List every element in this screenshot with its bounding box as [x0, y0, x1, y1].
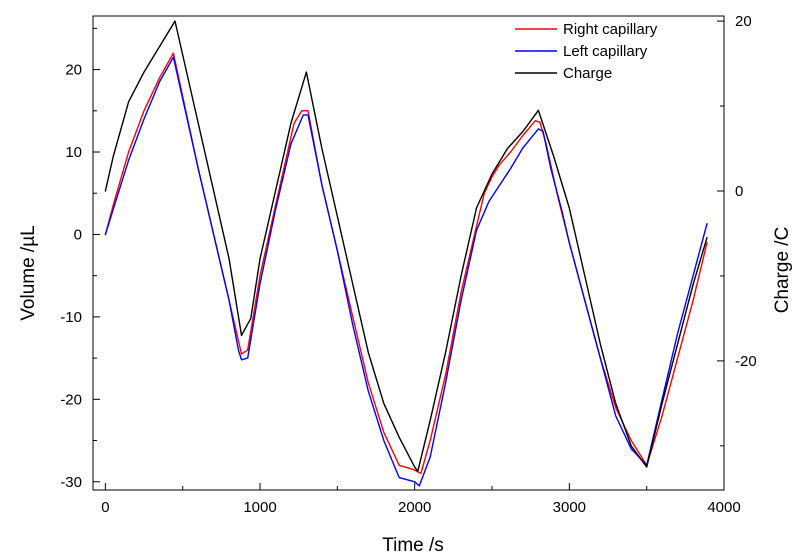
y-tick-label: 0	[74, 226, 82, 243]
y-tick-label: 20	[65, 62, 82, 79]
series-line-left-capillary	[104, 56, 708, 487]
legend-label: Left capillary	[563, 43, 648, 60]
x-tick-label: 2000	[398, 499, 431, 516]
y-tick-label: 10	[65, 144, 82, 161]
x-tick-label: 4000	[707, 499, 740, 516]
x-tick-label: 0	[101, 499, 109, 516]
plot-area-frame	[92, 15, 725, 491]
y2-tick-label: 0	[735, 183, 743, 200]
legend: Right capillary Left capillary Charge	[515, 21, 658, 82]
y-axis-title: Volume /µL	[18, 225, 39, 320]
series-line-charge	[104, 20, 708, 472]
x-tick-label: 1000	[243, 499, 276, 516]
y2-tick-label: -20	[735, 353, 757, 370]
legend-label: Right capillary	[563, 21, 658, 38]
x-axis-title: Time /s	[382, 535, 444, 556]
y2-tick-label: 20	[735, 13, 752, 30]
ticks-layer: 0 1000 2000 3000 4000 -30 -20 -10 0 10 20 -20 0 20	[60, 13, 756, 516]
y2-axis-title: Charge /C	[772, 227, 793, 314]
series-layer	[104, 20, 708, 487]
y-tick-label: -30	[60, 474, 82, 491]
y-tick-label: -10	[60, 309, 82, 326]
y-tick-label: -20	[60, 391, 82, 408]
legend-label: Charge	[563, 65, 612, 82]
x-tick-label: 3000	[553, 499, 586, 516]
